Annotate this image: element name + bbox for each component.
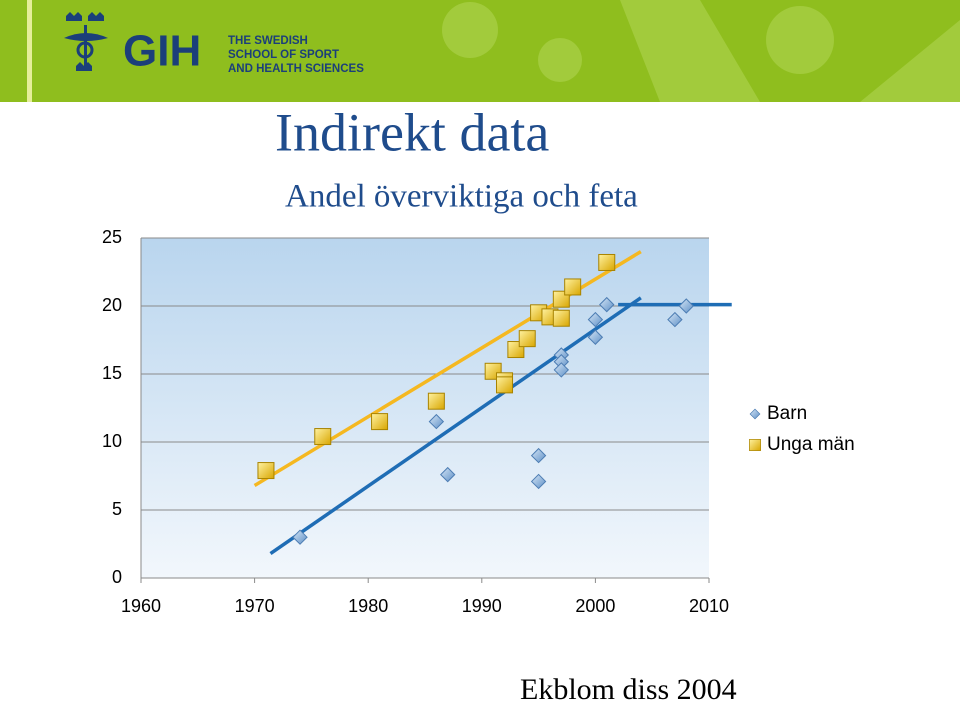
diamond-marker <box>599 296 615 313</box>
legend-label: Barn <box>767 403 807 424</box>
source-note: Ekblom diss 2004 <box>520 673 737 704</box>
x-tick-label: 1980 <box>348 596 388 616</box>
logo-line: SCHOOL OF SPORT <box>228 49 339 61</box>
logo-line: THE SWEDISH <box>228 35 308 47</box>
legend-marker <box>749 439 761 451</box>
diamond-marker <box>553 362 570 378</box>
chart-subtitle: Andel överviktiga och feta <box>285 179 638 215</box>
diamond-marker <box>428 413 445 430</box>
slide-title: Indirekt data <box>275 102 549 162</box>
y-tick-label: 15 <box>102 363 122 383</box>
legend-marker <box>749 408 761 420</box>
y-tick-label: 10 <box>102 431 122 451</box>
x-tick-label: 1960 <box>121 596 161 616</box>
square-marker <box>371 413 389 431</box>
x-tick-label: 1990 <box>462 596 502 616</box>
square-marker <box>564 278 582 296</box>
diamond-marker <box>667 311 683 328</box>
square-marker <box>518 330 536 348</box>
logo-crest <box>64 12 108 71</box>
y-tick-label: 25 <box>102 227 122 247</box>
x-tick-label: 2000 <box>575 596 615 616</box>
square-marker <box>552 309 570 327</box>
diamond-marker <box>292 529 308 545</box>
logo-text: GIH <box>123 27 201 76</box>
legend-label: Unga män <box>767 434 855 455</box>
plot-area <box>141 238 709 578</box>
square-marker <box>257 462 275 480</box>
y-tick-label: 20 <box>102 295 122 315</box>
trend-line <box>269 296 642 555</box>
square-marker <box>598 253 616 271</box>
square-marker <box>314 428 332 446</box>
diamond-marker <box>587 329 604 345</box>
square-marker <box>496 376 514 394</box>
diamond-marker <box>440 466 456 483</box>
y-tick-label: 5 <box>112 499 122 519</box>
x-tick-label: 2010 <box>689 596 729 616</box>
header-band <box>0 0 960 102</box>
y-tick-label: 0 <box>112 567 122 587</box>
square-marker <box>427 392 445 410</box>
diamond-marker <box>530 473 547 490</box>
diamond-marker <box>678 298 694 314</box>
diamond-marker <box>587 311 604 328</box>
diamond-marker <box>530 447 547 464</box>
logo-line: AND HEALTH SCIENCES <box>228 63 364 75</box>
x-tick-label: 1970 <box>235 596 275 616</box>
